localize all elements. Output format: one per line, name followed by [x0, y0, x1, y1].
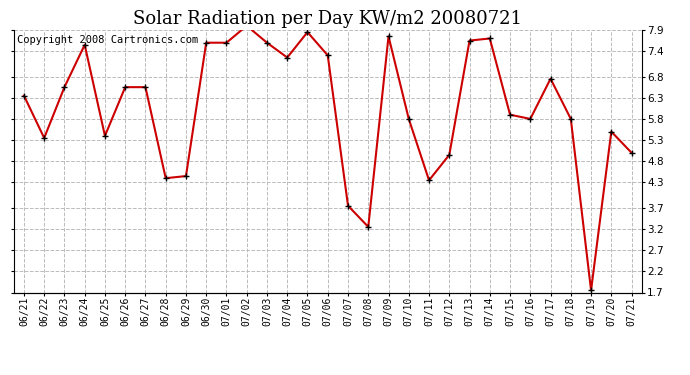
Title: Solar Radiation per Day KW/m2 20080721: Solar Radiation per Day KW/m2 20080721 — [133, 10, 522, 28]
Text: Copyright 2008 Cartronics.com: Copyright 2008 Cartronics.com — [17, 35, 198, 45]
